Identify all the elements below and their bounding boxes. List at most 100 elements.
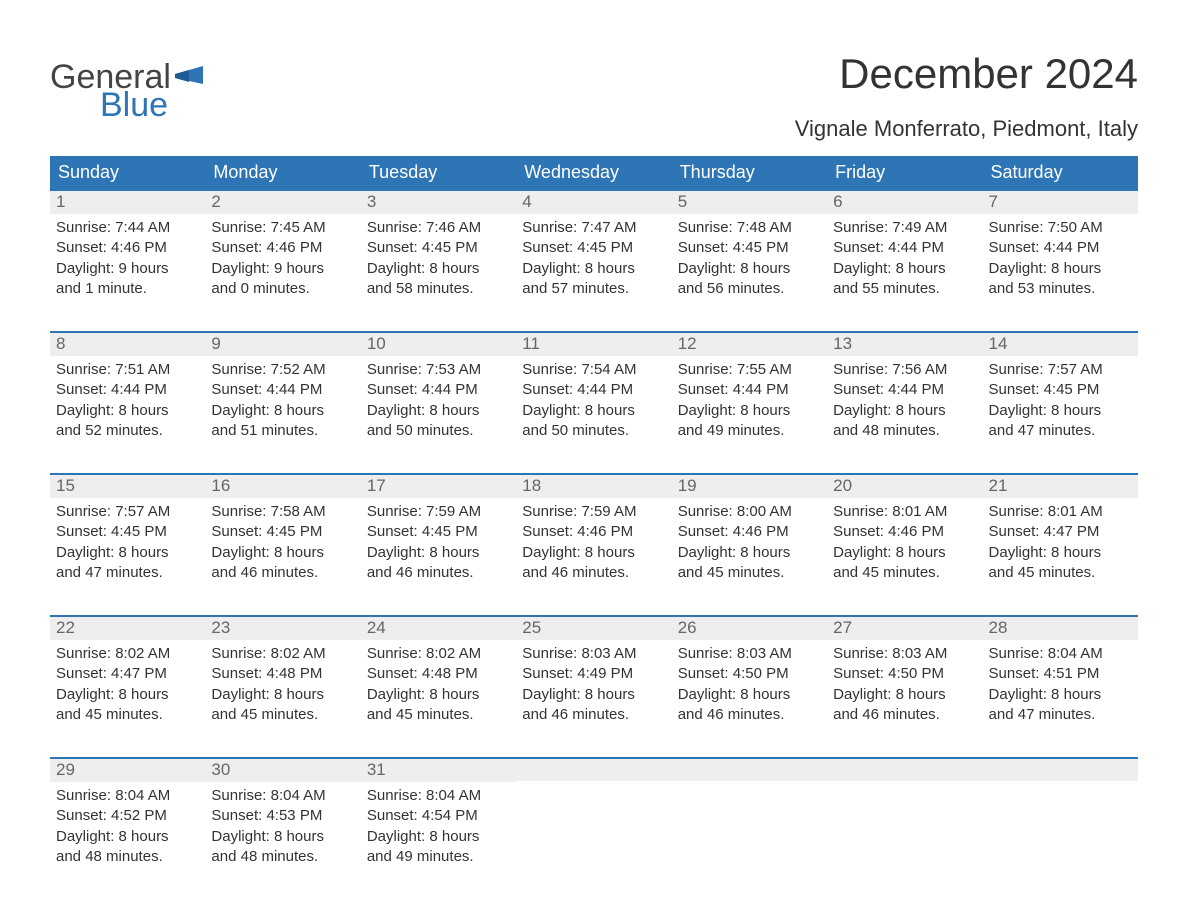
day-number: 5 — [672, 191, 827, 214]
day-sunrise: Sunrise: 8:02 AM — [211, 644, 354, 664]
day-daylight1: Daylight: 9 hours — [56, 259, 199, 279]
day-sunset: Sunset: 4:44 PM — [678, 380, 821, 400]
day-sunrise: Sunrise: 8:04 AM — [367, 786, 510, 806]
day-sunrise: Sunrise: 7:51 AM — [56, 360, 199, 380]
day-cell — [827, 759, 982, 871]
day-number: 27 — [827, 617, 982, 640]
day-header-wednesday: Wednesday — [516, 156, 671, 189]
day-sunrise: Sunrise: 7:56 AM — [833, 360, 976, 380]
day-daylight2: and 57 minutes. — [522, 279, 665, 299]
day-number: 1 — [50, 191, 205, 214]
logo: General Blue — [50, 50, 203, 122]
day-sunrise: Sunrise: 8:04 AM — [989, 644, 1132, 664]
week-row: 1Sunrise: 7:44 AMSunset: 4:46 PMDaylight… — [50, 189, 1138, 303]
day-sunset: Sunset: 4:44 PM — [989, 238, 1132, 258]
day-daylight2: and 47 minutes. — [989, 705, 1132, 725]
day-cell: 27Sunrise: 8:03 AMSunset: 4:50 PMDayligh… — [827, 617, 982, 729]
day-details: Sunrise: 7:46 AMSunset: 4:45 PMDaylight:… — [361, 214, 516, 303]
day-cell: 28Sunrise: 8:04 AMSunset: 4:51 PMDayligh… — [983, 617, 1138, 729]
day-cell: 9Sunrise: 7:52 AMSunset: 4:44 PMDaylight… — [205, 333, 360, 445]
day-number: 18 — [516, 475, 671, 498]
day-sunrise: Sunrise: 7:46 AM — [367, 218, 510, 238]
day-number — [827, 759, 982, 781]
day-daylight2: and 49 minutes. — [367, 847, 510, 867]
day-daylight2: and 58 minutes. — [367, 279, 510, 299]
day-sunset: Sunset: 4:44 PM — [367, 380, 510, 400]
day-daylight2: and 46 minutes. — [522, 563, 665, 583]
day-number: 17 — [361, 475, 516, 498]
day-details: Sunrise: 8:04 AMSunset: 4:52 PMDaylight:… — [50, 782, 205, 871]
day-daylight2: and 48 minutes. — [56, 847, 199, 867]
day-daylight1: Daylight: 8 hours — [56, 827, 199, 847]
day-cell — [983, 759, 1138, 871]
day-number: 29 — [50, 759, 205, 782]
day-cell: 18Sunrise: 7:59 AMSunset: 4:46 PMDayligh… — [516, 475, 671, 587]
day-details: Sunrise: 8:04 AMSunset: 4:53 PMDaylight:… — [205, 782, 360, 871]
day-sunrise: Sunrise: 8:04 AM — [211, 786, 354, 806]
day-sunset: Sunset: 4:46 PM — [833, 522, 976, 542]
day-cell: 31Sunrise: 8:04 AMSunset: 4:54 PMDayligh… — [361, 759, 516, 871]
day-cell: 11Sunrise: 7:54 AMSunset: 4:44 PMDayligh… — [516, 333, 671, 445]
day-daylight1: Daylight: 8 hours — [367, 827, 510, 847]
title-block: December 2024 Vignale Monferrato, Piedmo… — [795, 50, 1138, 142]
day-sunset: Sunset: 4:45 PM — [367, 238, 510, 258]
day-sunset: Sunset: 4:45 PM — [522, 238, 665, 258]
day-number — [516, 759, 671, 781]
day-details: Sunrise: 7:51 AMSunset: 4:44 PMDaylight:… — [50, 356, 205, 445]
day-details: Sunrise: 8:00 AMSunset: 4:46 PMDaylight:… — [672, 498, 827, 587]
day-cell: 14Sunrise: 7:57 AMSunset: 4:45 PMDayligh… — [983, 333, 1138, 445]
day-details: Sunrise: 7:45 AMSunset: 4:46 PMDaylight:… — [205, 214, 360, 303]
day-cell: 23Sunrise: 8:02 AMSunset: 4:48 PMDayligh… — [205, 617, 360, 729]
day-number: 7 — [983, 191, 1138, 214]
week-row: 8Sunrise: 7:51 AMSunset: 4:44 PMDaylight… — [50, 331, 1138, 445]
day-sunset: Sunset: 4:44 PM — [211, 380, 354, 400]
day-daylight1: Daylight: 8 hours — [367, 401, 510, 421]
day-header-sunday: Sunday — [50, 156, 205, 189]
day-number: 20 — [827, 475, 982, 498]
day-number: 22 — [50, 617, 205, 640]
day-details: Sunrise: 8:03 AMSunset: 4:50 PMDaylight:… — [827, 640, 982, 729]
day-number: 6 — [827, 191, 982, 214]
day-daylight1: Daylight: 8 hours — [56, 685, 199, 705]
day-header-monday: Monday — [205, 156, 360, 189]
logo-flag-icon — [175, 66, 203, 88]
day-daylight2: and 46 minutes. — [833, 705, 976, 725]
day-sunrise: Sunrise: 7:48 AM — [678, 218, 821, 238]
day-details: Sunrise: 7:57 AMSunset: 4:45 PMDaylight:… — [983, 356, 1138, 445]
day-sunset: Sunset: 4:48 PM — [367, 664, 510, 684]
day-sunrise: Sunrise: 7:58 AM — [211, 502, 354, 522]
day-sunset: Sunset: 4:44 PM — [833, 238, 976, 258]
week-row: 22Sunrise: 8:02 AMSunset: 4:47 PMDayligh… — [50, 615, 1138, 729]
day-number: 4 — [516, 191, 671, 214]
day-details: Sunrise: 7:59 AMSunset: 4:46 PMDaylight:… — [516, 498, 671, 587]
day-cell: 5Sunrise: 7:48 AMSunset: 4:45 PMDaylight… — [672, 191, 827, 303]
day-sunrise: Sunrise: 7:54 AM — [522, 360, 665, 380]
day-sunrise: Sunrise: 7:52 AM — [211, 360, 354, 380]
day-daylight1: Daylight: 8 hours — [211, 401, 354, 421]
day-number: 16 — [205, 475, 360, 498]
day-cell: 19Sunrise: 8:00 AMSunset: 4:46 PMDayligh… — [672, 475, 827, 587]
day-number: 2 — [205, 191, 360, 214]
day-sunrise: Sunrise: 7:57 AM — [56, 502, 199, 522]
day-number: 3 — [361, 191, 516, 214]
day-sunrise: Sunrise: 8:01 AM — [833, 502, 976, 522]
day-header-thursday: Thursday — [672, 156, 827, 189]
day-daylight2: and 47 minutes. — [56, 563, 199, 583]
day-daylight1: Daylight: 8 hours — [989, 401, 1132, 421]
day-details: Sunrise: 7:47 AMSunset: 4:45 PMDaylight:… — [516, 214, 671, 303]
day-cell: 25Sunrise: 8:03 AMSunset: 4:49 PMDayligh… — [516, 617, 671, 729]
day-sunrise: Sunrise: 8:04 AM — [56, 786, 199, 806]
day-sunset: Sunset: 4:54 PM — [367, 806, 510, 826]
day-number: 26 — [672, 617, 827, 640]
day-number: 25 — [516, 617, 671, 640]
day-number: 28 — [983, 617, 1138, 640]
day-cell: 4Sunrise: 7:47 AMSunset: 4:45 PMDaylight… — [516, 191, 671, 303]
day-daylight1: Daylight: 8 hours — [989, 259, 1132, 279]
day-sunset: Sunset: 4:45 PM — [989, 380, 1132, 400]
day-cell: 20Sunrise: 8:01 AMSunset: 4:46 PMDayligh… — [827, 475, 982, 587]
day-sunrise: Sunrise: 7:50 AM — [989, 218, 1132, 238]
day-sunrise: Sunrise: 7:44 AM — [56, 218, 199, 238]
day-sunset: Sunset: 4:45 PM — [367, 522, 510, 542]
day-daylight1: Daylight: 8 hours — [989, 685, 1132, 705]
day-sunrise: Sunrise: 8:00 AM — [678, 502, 821, 522]
